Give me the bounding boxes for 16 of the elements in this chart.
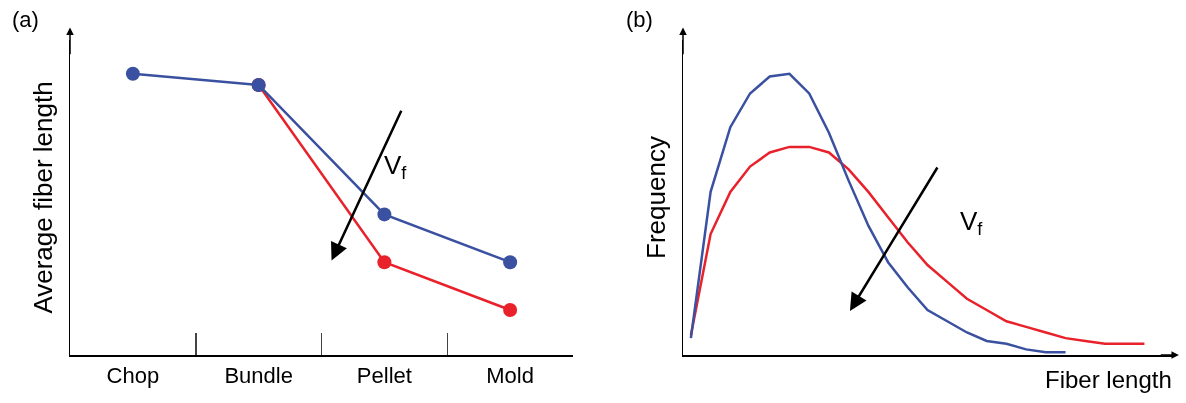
annotation: V$_{f}$ — [960, 206, 984, 240]
x-axis-title: Fiber length — [1045, 366, 1172, 393]
x-tick-label: Chop — [106, 362, 160, 388]
chart-title: (a) — [12, 7, 39, 32]
annotation: V$_{f}$ — [384, 150, 408, 184]
y-axis-title: Average fiber length — [28, 81, 59, 314]
x-tick-label: Bundle — [224, 362, 293, 388]
y-axis-title: Frequency — [641, 136, 672, 259]
point — [377, 255, 392, 270]
point — [503, 255, 518, 270]
chart-title: (b) — [626, 7, 653, 32]
point — [125, 66, 140, 81]
x-tick-label: Mold — [486, 362, 534, 388]
point — [503, 303, 518, 317]
x-tick-label: Pellet — [356, 362, 412, 388]
point — [377, 207, 392, 222]
